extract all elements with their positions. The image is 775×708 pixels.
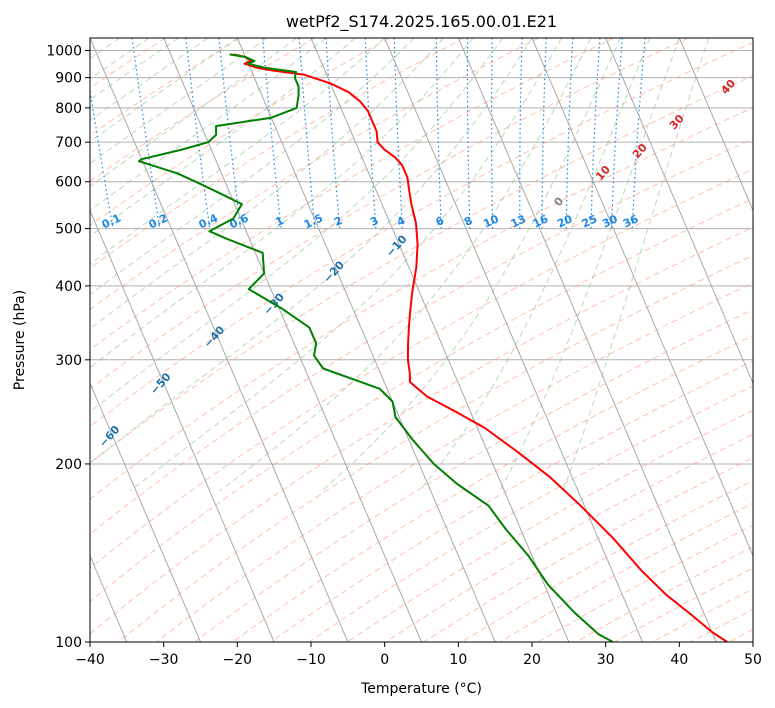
mixing-ratio-line — [519, 38, 523, 229]
moist-adiabat-line — [90, 38, 444, 330]
y-axis-label: Pressure (hPa) — [12, 290, 28, 390]
mixing-ratio-line — [131, 38, 161, 229]
y-tick-label: 300 — [55, 353, 82, 369]
dry-adiabat-line — [90, 38, 465, 269]
dry-adiabat-line — [194, 308, 753, 642]
mixing-ratio-line — [466, 38, 471, 229]
moist-adiabat-line — [321, 38, 621, 492]
dry-adiabat-line — [90, 38, 540, 311]
dry-adiabat-line — [90, 41, 753, 428]
x-tick-label: −10 — [296, 652, 326, 668]
mixing-ratio-line — [185, 38, 211, 229]
isotherm-line — [90, 38, 349, 642]
dry-adiabat-line — [90, 38, 614, 351]
plot-frame — [89, 37, 754, 643]
y-tick-label: 1000 — [46, 44, 82, 60]
y-tick-label: 800 — [55, 101, 82, 117]
mixing-ratio-line — [631, 38, 646, 229]
isotherm-line — [310, 38, 570, 642]
x-tick-label: 20 — [523, 652, 541, 668]
mixing-ratio-label: 13 — [509, 212, 528, 230]
grid-lines — [90, 50, 753, 642]
dry-adiabat-line — [118, 254, 753, 642]
isotherm-line — [457, 38, 717, 642]
dry-adiabats — [90, 38, 775, 642]
moist-adiabat-line — [90, 38, 209, 122]
y-tick-label: 200 — [55, 457, 82, 473]
mixing-ratio-line — [590, 38, 601, 229]
mixing-ratio-label: 36 — [621, 212, 641, 230]
y-tick-label: 100 — [55, 635, 82, 651]
y-tick-label: 900 — [55, 71, 82, 87]
isotherm-line — [90, 209, 275, 642]
dry-adiabat-line — [156, 282, 753, 642]
isotherm-line — [752, 38, 753, 40]
moist-adiabat-line — [499, 38, 680, 492]
moist-adiabat-line — [90, 38, 179, 101]
mixing-ratio-label: 20 — [555, 212, 575, 230]
dry-adiabat-line — [90, 226, 753, 635]
isotherm-line — [384, 38, 643, 642]
dry-adiabat-line — [232, 334, 753, 642]
dry-adiabat-line — [767, 38, 775, 642]
y-tick-label: 700 — [55, 135, 82, 151]
mixing-ratio-lines — [90, 38, 646, 229]
mixing-ratio-line — [490, 38, 494, 229]
y-axis-ticks: 100 200 300 400 500 600 700 800 900 1000 — [46, 44, 90, 651]
plot-area — [90, 38, 753, 642]
mixing-ratio-line — [298, 38, 316, 229]
x-tick-label: 10 — [449, 652, 467, 668]
moist-adiabat-line — [219, 38, 592, 492]
y-tick-label: 600 — [55, 175, 82, 191]
isotherm-line — [531, 38, 753, 557]
mixing-ratio-line — [565, 38, 574, 229]
mixing-ratio-line — [325, 38, 341, 229]
mixing-ratio-line — [435, 38, 442, 229]
dry-adiabat-line — [90, 38, 689, 390]
mixing-ratio-label: 10 — [481, 212, 501, 230]
mixing-ratio-line — [610, 38, 623, 229]
skewed-isotherms — [90, 38, 753, 642]
x-tick-label: 50 — [744, 652, 762, 668]
isotherm-line — [678, 38, 753, 212]
mixing-ratio-line — [218, 38, 242, 229]
isotherm-value-label: −80 — [0, 529, 21, 556]
x-tick-label: −40 — [75, 652, 105, 668]
x-axis-ticks: −40 −30 −20 −10 0 10 20 30 40 50 — [75, 642, 762, 668]
dry-adiabat-line — [90, 74, 753, 465]
mixing-ratio-line — [393, 38, 404, 229]
x-tick-label: −30 — [149, 652, 179, 668]
moist-adiabat-line — [129, 38, 562, 492]
isotherm-line — [90, 381, 201, 642]
mixing-ratio-label: 30 — [600, 212, 620, 230]
isotherm-line — [163, 38, 422, 642]
moist-adiabat-line — [419, 38, 651, 492]
x-tick-label: −20 — [223, 652, 253, 668]
moist-adiabat-line — [90, 38, 356, 237]
isotherm-line — [236, 38, 496, 642]
x-axis-label: Temperature (°C) — [360, 681, 482, 697]
y-tick-label: 500 — [55, 222, 82, 238]
mixing-ratio-label: 25 — [580, 212, 599, 230]
chart-title: wetPf2_S174.2025.165.00.01.E21 — [286, 12, 557, 32]
temperature-profile-line — [233, 53, 728, 642]
moist-adiabats — [90, 38, 710, 492]
isotherm-value-label: −70 — [47, 479, 73, 506]
mixing-ratio-line — [364, 38, 377, 229]
moist-adiabat-line — [90, 38, 238, 143]
isotherm-line — [605, 38, 753, 385]
moist-adiabat-line — [90, 38, 474, 369]
moist-adiabat-line — [90, 38, 533, 464]
y-tick-label: 400 — [55, 279, 82, 295]
dewpoint-profile-line — [137, 53, 614, 642]
dry-adiabat-line — [90, 38, 315, 182]
x-tick-label: 40 — [670, 652, 688, 668]
moist-adiabat-line — [90, 38, 386, 265]
mixing-ratio-label: 16 — [531, 212, 551, 230]
profile-series — [137, 53, 728, 642]
x-tick-label: 0 — [380, 652, 389, 668]
moist-adiabat-line — [90, 38, 415, 296]
x-tick-label: 30 — [597, 652, 615, 668]
